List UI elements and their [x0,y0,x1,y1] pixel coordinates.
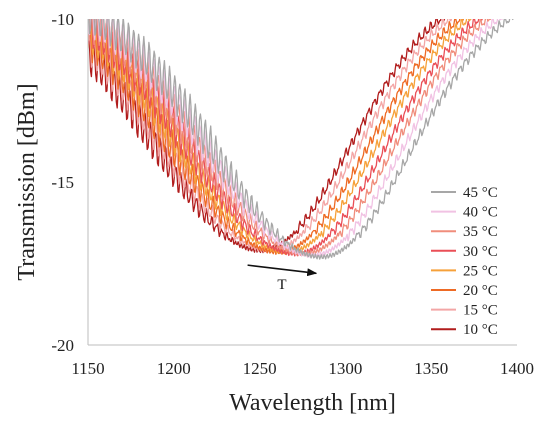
series-layer [88,19,514,260]
series-line [88,19,473,255]
legend-label: 15 °C [463,303,498,319]
temperature-arrow [247,264,318,277]
x-tick-label: 1400 [500,359,534,378]
y-tick-label: -20 [51,336,74,355]
legend-label: 40 °C [463,205,498,221]
x-tick-label: 1250 [243,359,277,378]
y-axis-title: Transmission [dBm] [14,83,40,280]
annotation-layer: T [247,264,318,293]
series-group [88,19,514,260]
legend-label: 35 °C [463,224,498,240]
legend-label: 30 °C [463,244,498,260]
x-axis-title: Wavelength [nm] [229,390,396,416]
series-line [88,19,514,260]
series-line [88,19,492,257]
legend-label: 20 °C [463,283,498,299]
legend-label: 25 °C [463,263,498,279]
y-tick-label: -10 [51,10,74,29]
legend-label: 10 °C [463,322,498,338]
x-tick-label: 1350 [414,359,448,378]
y-tick-label: -15 [51,173,74,192]
x-tick-label: 1200 [157,359,191,378]
axes-layer: 1150 1200 1250 1300 1350 1400 -20 -15 -10 [51,10,534,378]
x-tick-label: 1150 [71,359,104,378]
x-tick-label: 1300 [328,359,362,378]
legend-label: 45 °C [463,185,498,201]
series-line [88,19,464,255]
series-line [88,19,453,254]
annotation-label: T [277,277,286,293]
legend: 45 °C 40 °C 35 °C 30 °C 25 °C 20 °C 15 °C 10 °C [431,185,498,338]
